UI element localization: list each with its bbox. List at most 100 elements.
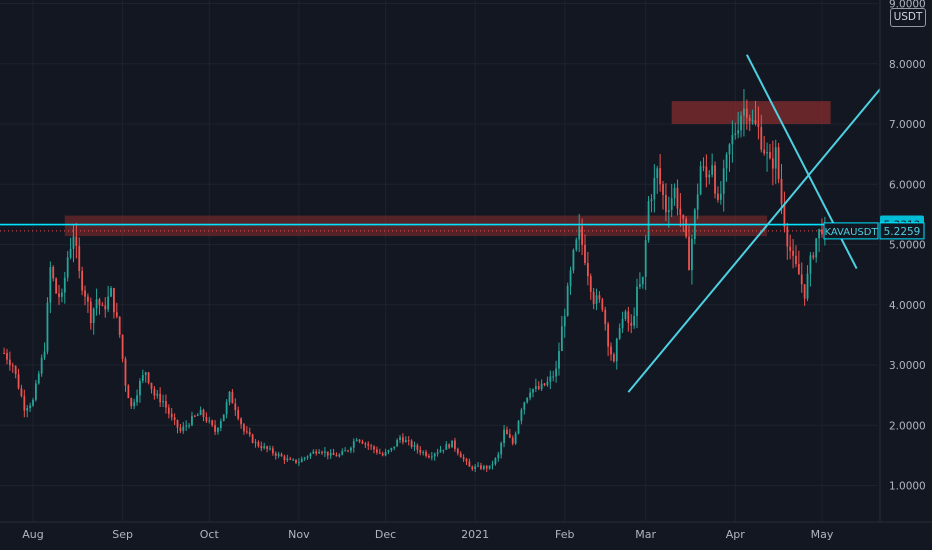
candle-body [295,459,297,463]
candle-body [615,338,618,362]
candle-body [575,239,578,250]
candle-body [624,311,627,319]
candle-body [821,229,823,235]
candle-body [442,449,445,451]
candle-body [115,312,118,317]
candle-body [566,285,569,316]
candle-body [193,415,196,417]
candle-body [257,442,260,447]
candle-body [89,301,92,324]
candle-body [344,450,347,452]
candle-body [355,439,358,442]
time-tick-label: Mar [635,528,656,541]
last-price-badge [879,222,925,240]
candle-body [61,292,63,297]
price-labels: 5.3313KAVAUSDT5.2259 [823,215,925,240]
candle-body [428,455,430,458]
candle-body [688,236,690,271]
candle-body [711,165,714,175]
candle-body [133,402,136,407]
candle-body [491,464,494,466]
candle-body [647,201,650,241]
candle-body [370,445,373,447]
candle-body [734,133,737,136]
candle-body [812,255,815,258]
candle-body [297,462,300,464]
candle-body [396,440,399,447]
candle-body [771,158,774,169]
candle-body [670,198,673,210]
candle-body [792,250,794,256]
candle-body [592,291,595,304]
price-axis[interactable]: 9.0000 8.0000 7.0000 6.0000 5.0000 4.0000 3.00… [879,0,932,550]
candle-body [485,466,488,469]
candle-body [399,437,401,441]
time-tick-label: Nov [288,528,310,541]
candle-body [731,135,734,145]
candle-body [350,447,352,451]
candle-body [766,152,768,154]
candle-body [780,179,783,204]
last-price-text: 5.2259 [884,226,921,238]
candle-body [407,440,410,442]
candle-body [263,446,266,449]
candle-body [529,392,531,398]
candle-body [136,395,138,403]
candle-body [228,391,231,403]
candle-body [598,295,601,300]
candle-body [72,236,75,249]
candle-body [202,409,205,418]
candle-body [751,120,754,122]
candle-body [800,274,803,285]
candle-body [581,226,583,245]
candle-body [656,168,659,179]
candle-body [448,444,451,448]
candle-body [584,244,586,263]
candle-body [358,439,361,442]
time-axis[interactable]: Aug Sep Oct Nov Dec 2021 Feb Mar Apr May [0,521,932,541]
candle-body [546,381,549,386]
candle-body [508,434,511,438]
candle-body [58,293,60,297]
time-tick-label: 2021 [461,528,489,541]
candle-body [173,417,176,420]
candle-body [636,286,638,316]
candle-body [98,299,101,306]
candle-body [300,458,303,463]
candle-body [40,357,43,374]
candle-body [809,255,812,274]
candle-body [182,426,185,431]
candle-body [107,296,110,310]
candle-body [685,218,688,237]
candle-body [159,393,162,403]
candle-body [376,449,378,453]
candle-body [144,372,147,376]
candle-body [289,458,292,460]
candle-body [191,415,193,426]
candle-body [211,420,214,426]
candle-body [3,352,5,354]
candle-body [52,267,55,279]
candle-body [607,324,610,347]
candle-body [303,457,306,459]
candle-body [462,457,465,460]
candle-body [612,354,615,362]
candle-body [271,448,274,454]
candle-body [11,365,14,367]
candle-body [803,284,806,299]
candle-body [436,452,439,454]
unit-selector[interactable]: USDT [890,8,926,27]
candle-body [416,445,419,450]
candle-body [604,309,607,325]
candle-body [419,449,422,453]
candle-body [280,454,283,457]
candle-body [95,299,98,309]
candle-body [14,365,17,375]
candle-body [269,448,271,450]
candle-body [364,443,367,445]
candle-body [578,226,581,240]
candle-body [196,415,199,417]
candle-body [260,446,263,449]
candle-body [208,420,211,422]
